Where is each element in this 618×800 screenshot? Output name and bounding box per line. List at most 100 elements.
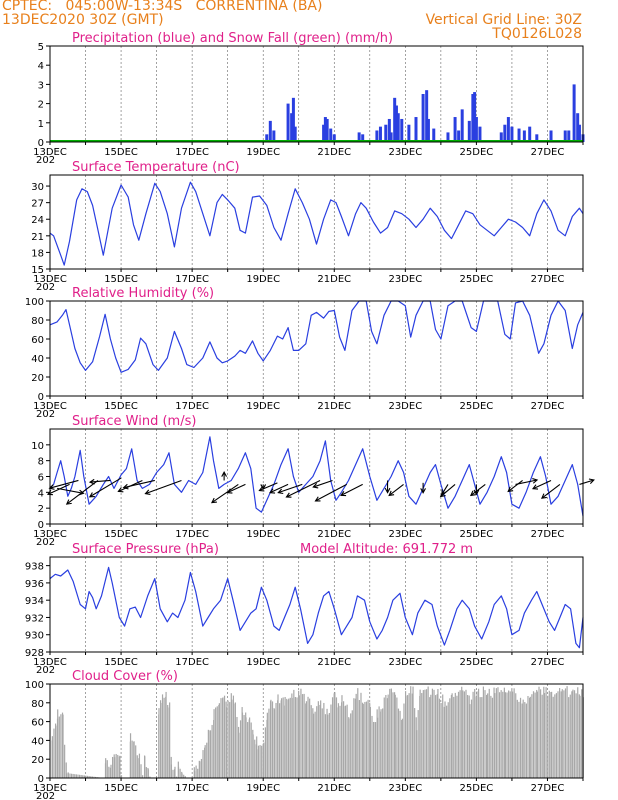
precip-bar <box>332 134 336 142</box>
precip-bar <box>389 132 393 142</box>
cloud-bar <box>264 727 266 778</box>
wind-arrow-head <box>439 491 446 498</box>
cloud-bar <box>83 775 85 778</box>
wind-arrow <box>286 479 321 498</box>
cloud-bar <box>461 686 463 778</box>
cloud-bar <box>286 698 288 778</box>
x-tick-label: 19DEC <box>246 147 280 158</box>
cloud-bar <box>469 704 471 778</box>
cloud-bar <box>75 774 77 778</box>
panel-frame <box>49 556 584 653</box>
cloud-bar <box>380 709 382 778</box>
wind-arrow-head <box>420 488 426 494</box>
cloud-bar <box>396 697 398 778</box>
panel-note-pressure: Model Altitude: 691.772 m <box>300 542 473 557</box>
panel-title-wind: Surface Wind (m/s) <box>72 414 196 429</box>
cloud-bar <box>291 698 293 778</box>
wind-arrow <box>123 479 155 489</box>
cloud-bar <box>481 697 483 778</box>
y-tick-label: 60 <box>31 718 44 729</box>
cloud-bar <box>543 693 546 778</box>
cloud-bar <box>80 774 82 778</box>
cloud-bar <box>484 690 486 778</box>
wind-arrow-head <box>473 489 480 496</box>
cloud-bar <box>367 699 369 778</box>
wind-arrow <box>440 483 456 497</box>
cloud-bar <box>573 690 576 778</box>
cloud-bar <box>386 698 389 778</box>
cloud-bar <box>112 756 114 778</box>
cloud-bar <box>175 776 178 778</box>
cloud-bar <box>431 688 434 778</box>
wind-arrow <box>145 479 182 495</box>
cloud-bar <box>531 694 533 778</box>
panel-title-temp: Surface Temperature (nC) <box>72 160 240 175</box>
cloud-bar <box>284 696 286 778</box>
precip-bar <box>407 124 411 142</box>
panel-frame <box>49 174 584 270</box>
cloud-bar <box>136 755 138 778</box>
cloud-bar <box>300 688 302 778</box>
cloud-bar <box>245 717 247 778</box>
wind-arrow-head <box>531 484 539 490</box>
x-tick-label: 25DEC <box>460 529 494 540</box>
y-tick-label: 3 <box>38 80 44 91</box>
cloud-bar <box>536 691 539 778</box>
cloud-bar <box>378 706 380 778</box>
x-tick-label: 25DEC <box>460 147 494 158</box>
cloud-bar <box>149 776 151 778</box>
cloud-bar <box>521 703 523 778</box>
cloud-bar <box>247 722 249 778</box>
cloud-bar <box>545 687 547 778</box>
x-tick-label: 13DEC <box>33 401 67 412</box>
panel-temp: Surface Temperature (nC) 15 18 21 24 27 30 13DE… <box>31 160 584 293</box>
wind-arrow-head <box>88 478 95 485</box>
wind-arrow-head <box>588 478 595 484</box>
precip-bar <box>414 117 418 142</box>
cloud-bar <box>572 689 574 778</box>
cloud-bar <box>564 688 567 778</box>
x-tick-label: 27DEC <box>531 274 565 285</box>
cloud-bar <box>532 691 535 778</box>
cloud-bar <box>209 730 212 778</box>
wind-arrow-head <box>210 497 217 504</box>
cloud-bar <box>360 692 362 778</box>
cloud-bar <box>351 710 353 778</box>
cloud-bar <box>65 773 68 778</box>
cloud-bar <box>273 709 276 778</box>
cloud-bar <box>72 773 74 778</box>
x-tick-label: 19DEC <box>246 401 280 412</box>
cloud-bar <box>328 712 330 778</box>
y-tick-label: 4 <box>38 488 44 499</box>
cloud-bar <box>515 693 517 778</box>
precip-bar <box>432 128 436 142</box>
cloud-bar <box>500 690 502 778</box>
cloud-bar <box>88 776 90 778</box>
cloud-bar <box>419 689 421 778</box>
wind-arrow <box>57 487 84 494</box>
cloud-bar <box>341 695 343 778</box>
precip-bar <box>272 130 276 142</box>
cloud-bar <box>93 776 95 778</box>
cloud-bar <box>435 695 437 778</box>
cloud-bar <box>58 716 60 778</box>
precip-bar <box>572 84 576 142</box>
cloud-bar <box>211 724 213 778</box>
cloud-bar <box>538 686 540 778</box>
cloud-bar <box>77 774 79 778</box>
x-tick-label: 13DEC <box>33 657 67 668</box>
cloud-bar <box>374 722 377 778</box>
cloud-bar <box>390 688 392 778</box>
x-tick-label: 21DEC <box>317 147 351 158</box>
cloud-bar <box>231 699 233 778</box>
cloud-bar <box>447 702 449 778</box>
header-model-code: TQ0126L028 <box>492 26 582 42</box>
precip-bar <box>535 134 539 142</box>
cloud-bar <box>401 718 403 778</box>
cloud-bar <box>207 729 209 778</box>
cloud-bar <box>438 698 441 778</box>
precip-bar <box>528 126 532 142</box>
cloud-bar <box>184 776 186 778</box>
precip-bar <box>361 134 365 142</box>
